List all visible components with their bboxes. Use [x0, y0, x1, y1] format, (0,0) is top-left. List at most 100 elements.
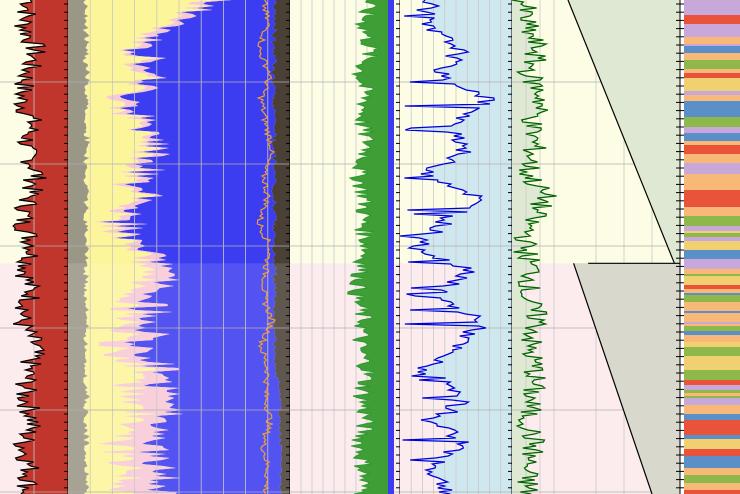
lithology-band — [684, 26, 740, 34]
lithology-band — [684, 347, 740, 356]
lithology-band — [684, 393, 740, 396]
lithology-band — [684, 85, 740, 91]
lithology-band — [684, 385, 740, 390]
lithology-band — [684, 0, 740, 7]
lithology-band — [684, 390, 740, 393]
track-1-curve-fill — [13, 0, 68, 494]
lithology-band — [684, 174, 740, 180]
lithology-band — [684, 127, 740, 133]
lithology-band — [684, 37, 740, 44]
lithology-band — [684, 366, 740, 370]
track-1-curve — [12, 0, 47, 494]
wedge-edge-2 — [573, 263, 653, 494]
lithology-band — [684, 326, 740, 331]
lithology-band — [684, 110, 740, 117]
lithology-band — [684, 302, 740, 311]
track-2 — [68, 0, 294, 494]
lithology-band — [684, 456, 740, 463]
lithology-band — [684, 24, 740, 26]
lithology-band — [684, 53, 740, 60]
lithology-band — [684, 356, 740, 366]
composition-layer-4 — [97, 0, 283, 494]
lithology-band — [684, 285, 740, 289]
lithology-band — [684, 78, 740, 85]
composition-layer-1 — [68, 0, 91, 494]
lithology-band — [684, 463, 740, 468]
lithology-band — [684, 46, 740, 53]
lithology-band — [684, 95, 740, 101]
lithology-band — [684, 101, 740, 110]
track-7 — [679, 0, 740, 494]
lithology-band — [684, 163, 740, 172]
track-4 — [399, 0, 516, 494]
lithology-band — [684, 449, 740, 456]
wedge-2 — [573, 263, 680, 494]
lithology-band — [684, 274, 740, 276]
track-2-overlay-curve — [256, 0, 276, 494]
lithology-band — [684, 295, 740, 302]
lithology-band — [684, 269, 740, 274]
lithology-band — [684, 207, 740, 216]
lithology-band — [684, 429, 740, 435]
track-5-curve-fill — [512, 0, 557, 494]
lithology-band — [684, 289, 740, 293]
composition-layer-5 — [270, 0, 290, 494]
lithology-band — [684, 483, 740, 490]
lithology-band — [684, 190, 740, 198]
lithology-band — [684, 435, 740, 439]
track-6 — [567, 0, 684, 494]
lithology-band — [684, 141, 740, 145]
lithology-band — [684, 313, 740, 322]
lithology-band — [684, 7, 740, 15]
lithology-band — [684, 335, 740, 342]
lithology-band — [684, 226, 740, 231]
lithology-band — [684, 342, 740, 347]
lithology-band — [684, 398, 740, 405]
track-5-curve — [511, 0, 557, 494]
lithology-band — [684, 420, 740, 429]
lithology-band — [684, 439, 740, 449]
lithology-band — [684, 73, 740, 78]
lithology-band — [684, 231, 740, 233]
lithology-band — [684, 250, 740, 259]
lithology-band — [684, 216, 740, 226]
lithology-band — [684, 322, 740, 324]
wedge-edge-1 — [567, 0, 675, 264]
lithology-band — [684, 293, 740, 295]
lithology-band — [684, 60, 740, 69]
lithology-band — [684, 69, 740, 73]
lithology-band — [684, 180, 740, 190]
lithology-band — [684, 276, 740, 285]
lithology-band — [684, 154, 740, 163]
wedge-1 — [568, 0, 680, 264]
track-1 — [0, 0, 72, 494]
lithology-band — [684, 259, 740, 269]
lithology-band — [684, 396, 740, 398]
lithology-band — [684, 237, 740, 241]
lithology-band — [684, 241, 740, 250]
lithology-band — [684, 370, 740, 380]
track-3-edge-fill — [388, 0, 394, 494]
track-5 — [511, 0, 568, 494]
lithology-band — [684, 133, 740, 141]
lithology-band — [684, 324, 740, 326]
track-3-curve — [347, 0, 380, 494]
lithology-band — [684, 490, 740, 494]
lithology-band — [684, 117, 740, 127]
lithology-band — [684, 311, 740, 313]
lithology-band — [684, 414, 740, 420]
lithology-band — [684, 405, 740, 414]
track-4-curve — [399, 0, 495, 494]
lithology-band — [684, 468, 740, 475]
composition-layer-3 — [90, 0, 232, 494]
lithology-band — [684, 198, 740, 207]
lithology-band — [684, 233, 740, 237]
lithology-band — [684, 380, 740, 385]
lithology-band — [684, 475, 740, 483]
lithology-band — [684, 44, 740, 46]
lithology-band — [684, 34, 740, 37]
lithology-band — [684, 15, 740, 24]
lithology-band — [684, 331, 740, 335]
lithology-band — [684, 91, 740, 95]
